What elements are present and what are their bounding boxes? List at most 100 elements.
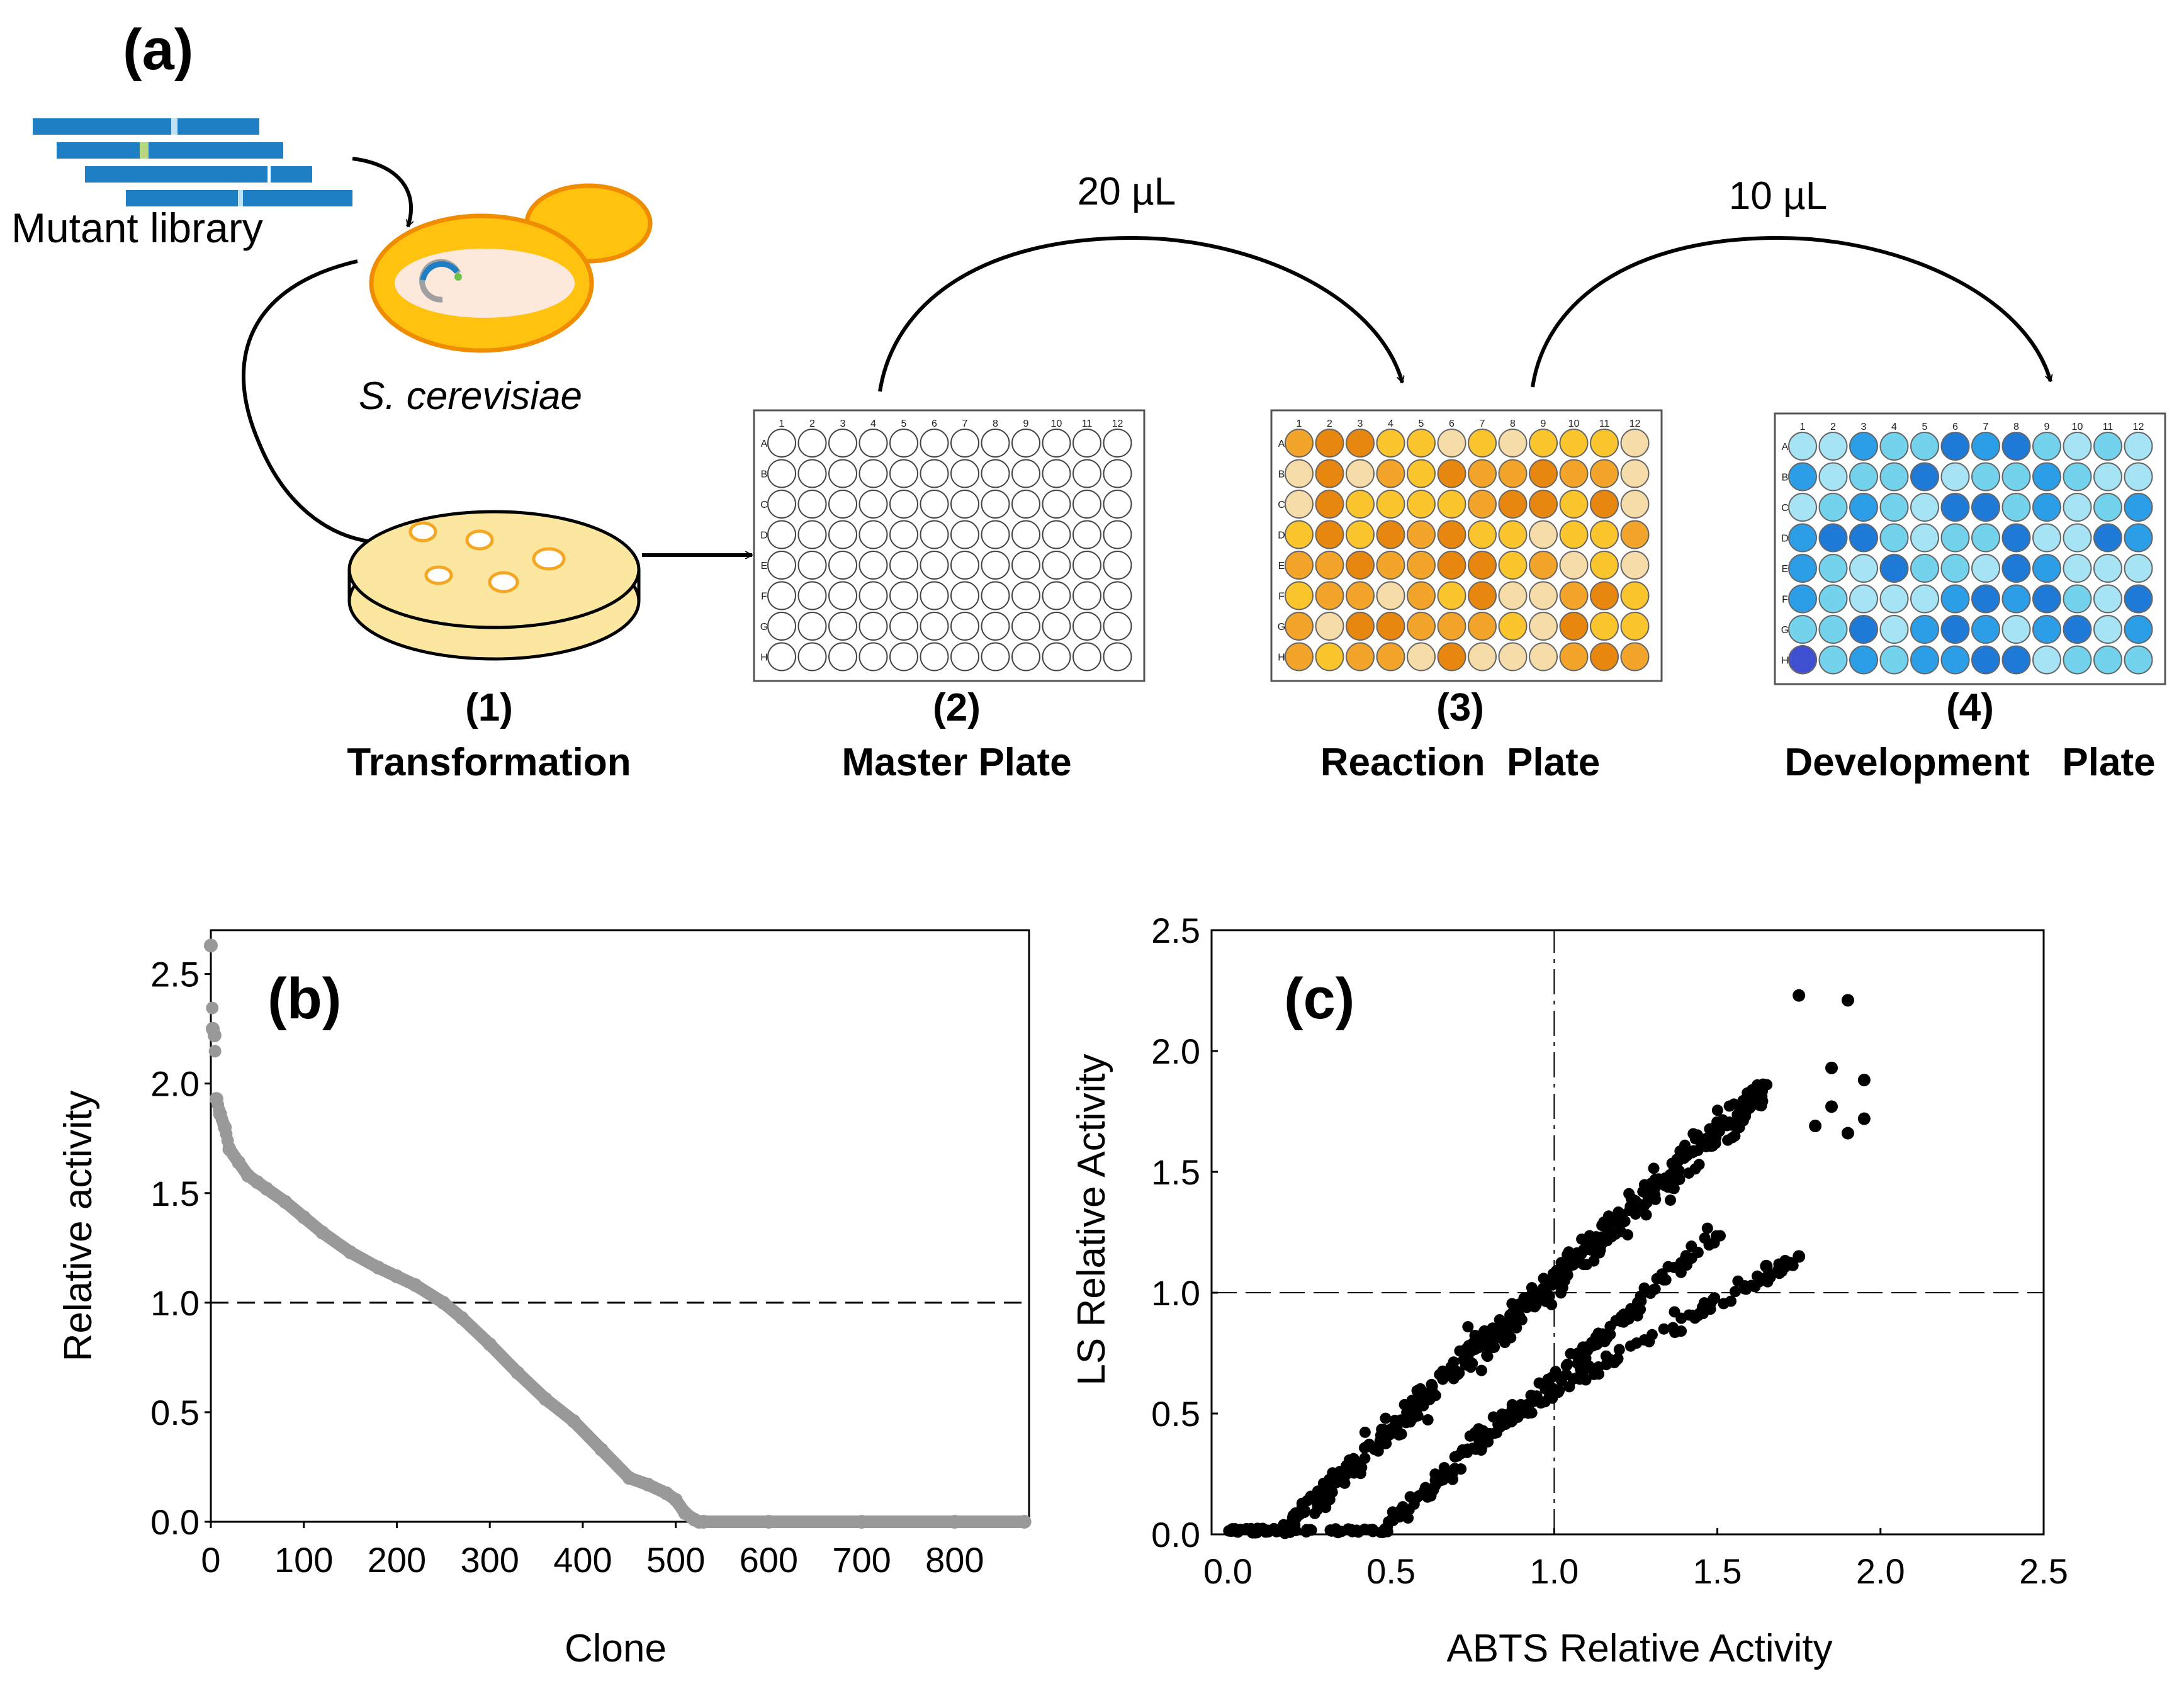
plate-well [1468,551,1497,580]
plate-well [1620,429,1650,458]
plate-well [1529,581,1558,610]
data-point [1287,1510,1299,1522]
library-to-yeast-arrow [352,157,411,227]
data-point [1483,1429,1495,1441]
plate-column-label: 6 [1449,419,1455,429]
plate-well [1285,429,1314,458]
plate-well [1879,584,1909,614]
x-tick-label: 200 [368,1540,426,1580]
plate-well [1849,493,1878,522]
plate-well [1590,551,1619,580]
plate-well [1285,520,1314,549]
plate-well [2032,493,2061,522]
plate-column-label: 12 [2133,422,2144,432]
plate-well [1376,612,1405,641]
plate-well [1042,642,1071,672]
plate-well [950,520,979,549]
plate-well [1315,612,1344,641]
yeast-to-plate-arrow [242,259,378,543]
data-point [213,1107,227,1122]
data-point [1565,1254,1577,1266]
plate-well [1590,581,1619,610]
plate-well [1940,615,1970,644]
step-caption-4: (4) Development Plate [1784,686,2155,784]
plate-well [1376,490,1405,519]
data-point [1304,1492,1316,1504]
plate-well [1011,581,1040,610]
plate-well [1407,429,1436,458]
step-number: (1) [465,686,513,729]
plate-well [1468,642,1497,672]
plate-well [1315,642,1344,672]
plate-well [1590,642,1619,672]
x-tick-label: 2.0 [1856,1551,1905,1591]
plate-well [2093,584,2122,614]
plate-well [1788,493,1817,522]
plate-well [1346,429,1375,458]
plate-column-label: 2 [809,419,815,429]
plate-well [767,551,796,580]
plate-well [1042,551,1071,580]
plate-well [1940,523,1970,553]
data-point [1330,1477,1342,1489]
data-point [1683,1309,1695,1321]
y-tick-label: 0.0 [150,1502,200,1542]
data-point [1473,1423,1485,1435]
data-point [1383,1429,1395,1441]
plate-well [1103,612,1132,641]
plate-well [1910,493,1939,522]
plate-well [1529,520,1558,549]
plate-well [828,490,857,519]
plate-well [1376,520,1405,549]
plate-well [1590,520,1619,549]
data-point [1540,1285,1552,1297]
data-point [259,1181,274,1196]
plate-well [1590,612,1619,641]
plate-well [1590,459,1619,488]
plate-well [1498,581,1528,610]
plate-column-label: 4 [1891,422,1897,432]
plate-well [889,490,918,519]
plate-column-label: 4 [1388,419,1393,429]
data-point [1704,1140,1716,1152]
data-point [204,938,218,953]
plate-column-label: 3 [1861,422,1867,432]
data-point [1624,1340,1636,1352]
plate-well [858,642,888,672]
plate-well [767,642,796,672]
plate-well [1498,612,1528,641]
step-caption-1: (1) Transformation [347,686,631,784]
data-point [1475,1364,1487,1376]
plate-well [1559,612,1589,641]
data-point [278,1195,293,1209]
plate-well [1818,432,1848,461]
data-point [947,1515,962,1529]
data-point [1635,1290,1646,1302]
plate-well [2093,462,2122,492]
data-point [1555,1257,1567,1269]
data-point [1613,1206,1624,1218]
plate-well [1818,554,1848,583]
step-name: Reaction Plate [1320,741,1600,784]
plate-well [2001,645,2031,675]
plate-well [1103,429,1132,458]
data-point [1602,1210,1614,1222]
plate-well [1849,615,1878,644]
data-point [1632,1198,1644,1210]
data-point [1622,1229,1634,1241]
data-point [1648,1283,1660,1295]
x-tick-label: 300 [460,1540,519,1580]
plate-well [858,520,888,549]
data-point [1487,1411,1499,1423]
panel-a: (a) Mutant library S. cerevisiae [11,18,2166,784]
plate-well [1559,429,1589,458]
plate-column-label: 7 [962,419,968,429]
data-point [1648,1162,1660,1174]
plate-well [1407,490,1436,519]
plate-well [2001,584,2031,614]
step-name: Development Plate [1784,741,2155,784]
plate-well [1437,429,1466,458]
step-caption-3: (3) Reaction Plate [1320,686,1600,784]
